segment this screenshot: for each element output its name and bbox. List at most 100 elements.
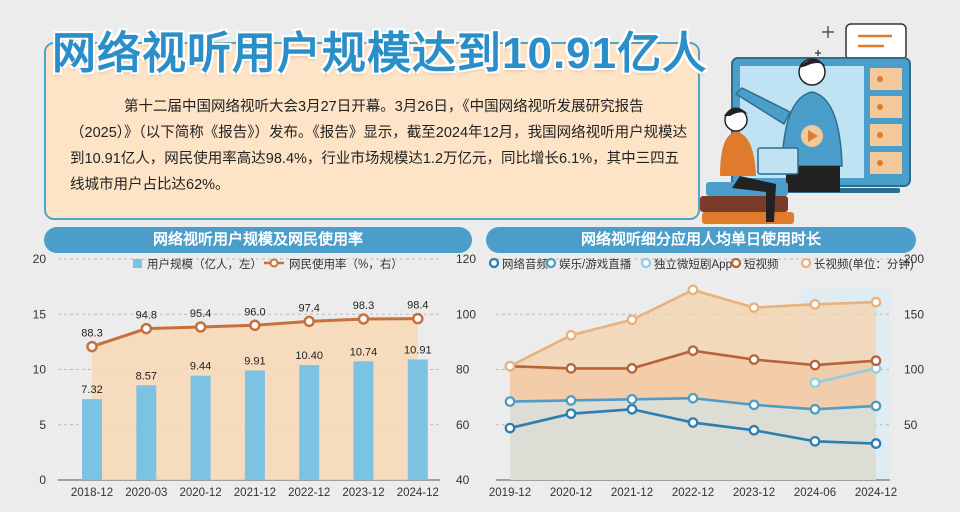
series-point <box>748 399 760 411</box>
series-point <box>626 403 638 415</box>
legend-label: 长视频(单位：分钟) <box>814 257 914 271</box>
legend-marker <box>488 257 500 269</box>
series-point <box>748 302 760 313</box>
reader-figure <box>720 107 799 222</box>
bar-data-label: 10.74 <box>350 346 378 358</box>
series-point <box>870 438 882 449</box>
line-data-label: 88.3 <box>81 328 102 340</box>
series-point <box>565 395 577 406</box>
series-point <box>504 360 516 372</box>
y-tick-label: 100 <box>904 363 924 377</box>
x-tick-label: 2018-12 <box>71 487 113 499</box>
usage-rate-point <box>412 312 424 325</box>
series-point <box>504 396 516 407</box>
daily-duration-chart: 50 100 150 200 2019-12 2020-12 2021-12 2022-12 2… <box>488 252 924 499</box>
x-tick-label: 2024-12 <box>855 487 897 499</box>
legend-marker <box>545 257 557 269</box>
series-area-fill <box>510 398 876 480</box>
legend-label: 独立微短剧App <box>654 257 732 271</box>
x-tick-label: 2021-12 <box>611 487 653 499</box>
bar-user-scale <box>136 385 157 480</box>
series-point <box>565 363 577 374</box>
x-tick-label: 2021-12 <box>234 487 276 499</box>
bar-user-scale <box>407 359 428 480</box>
usage-rate-point <box>249 319 261 332</box>
y-left-tick-label: 20 <box>33 252 47 266</box>
usage-rate-point <box>140 322 153 335</box>
y-tick-label: 50 <box>904 418 918 432</box>
series-point <box>809 377 821 389</box>
legend-bar-swatch <box>133 259 142 268</box>
speech-bubble-icon <box>845 23 907 71</box>
y-left-tick-label: 15 <box>33 307 47 321</box>
series-line <box>814 367 877 385</box>
line-data-label: 98.4 <box>407 300 428 312</box>
usage-rate-point <box>86 340 98 353</box>
series-point <box>870 355 882 367</box>
bar-data-label: 8.57 <box>136 370 157 382</box>
legend-label: 网络音频 <box>502 257 548 271</box>
series-point <box>870 296 882 308</box>
y-right-tick-label: 60 <box>456 418 470 432</box>
usage-rate-point <box>357 313 370 325</box>
y-right-tick-label: 100 <box>456 307 476 321</box>
x-tick-label: 2022-12 <box>288 487 330 499</box>
series-point <box>809 359 821 371</box>
bar-data-label: 10.91 <box>404 344 432 356</box>
series-point <box>809 298 821 310</box>
series-point <box>626 314 638 326</box>
series-point <box>626 363 638 374</box>
line-data-label: 94.8 <box>136 310 157 322</box>
series-point <box>809 435 821 447</box>
line-data-label: 95.4 <box>190 308 211 320</box>
series-point <box>565 408 577 420</box>
x-tick-label: 2024-06 <box>794 487 836 499</box>
x-tick-label: 2020-12 <box>550 487 592 499</box>
legend-label: 娱乐/游戏直播 <box>559 257 632 271</box>
x-tick-label: 2020-12 <box>179 487 221 499</box>
legend-line-label: 网民使用率（%，右） <box>289 257 403 271</box>
x-tick-label: 2023-12 <box>733 487 775 499</box>
bar-user-scale <box>190 375 211 480</box>
y-left-tick-label: 0 <box>39 473 46 487</box>
usage-rate-point <box>194 321 207 333</box>
bar-data-label: 7.32 <box>81 384 102 396</box>
x-tick-label: 2020-03 <box>125 487 167 499</box>
series-point <box>687 284 699 296</box>
series-point <box>748 424 760 436</box>
series-point <box>504 422 516 434</box>
x-tick-label: 2024-12 <box>397 487 439 499</box>
illustration <box>700 23 911 224</box>
user-scale-chart: 0 5 10 15 20 40 60 80 100 120 7.32 8.57 9.44 9.91 10.4… <box>33 252 477 499</box>
y-left-tick-label: 5 <box>39 418 46 432</box>
bar-user-scale <box>244 370 265 480</box>
page-title: 网络视听用户规模达到10.91亿人 <box>52 29 708 78</box>
legend-marker <box>640 257 652 269</box>
y-left-tick-label: 10 <box>33 363 47 377</box>
x-tick-label: 2023-12 <box>342 487 384 499</box>
series-point <box>748 354 760 365</box>
intro-paragraph: 第十二届中国网络视听大会3月27日开幕。3月26日，《中国网络视听发展研究报告（… <box>70 99 688 193</box>
legend-bar-label: 用户规模（亿人，左） <box>147 257 262 271</box>
y-right-tick-label: 80 <box>456 363 470 377</box>
bar-data-label: 10.40 <box>295 350 323 362</box>
series-point <box>565 329 577 341</box>
bar-user-scale <box>299 365 320 480</box>
series-point <box>687 345 699 357</box>
line-data-label: 96.0 <box>244 306 265 318</box>
bar-data-label: 9.44 <box>190 361 211 373</box>
x-tick-label: 2019-12 <box>489 487 531 499</box>
bar-data-label: 9.91 <box>244 355 265 367</box>
line-data-label: 97.4 <box>298 302 319 314</box>
y-right-tick-label: 120 <box>456 252 476 266</box>
series-point <box>687 417 699 428</box>
series-point <box>870 400 882 412</box>
x-tick-label: 2022-12 <box>672 487 714 499</box>
series-point <box>687 392 699 404</box>
intro-box <box>44 42 700 220</box>
series-point <box>809 403 821 415</box>
usage-rate-point <box>303 315 315 328</box>
bar-user-scale <box>82 399 102 480</box>
bar-user-scale <box>353 361 374 480</box>
legend-marker <box>730 257 742 269</box>
